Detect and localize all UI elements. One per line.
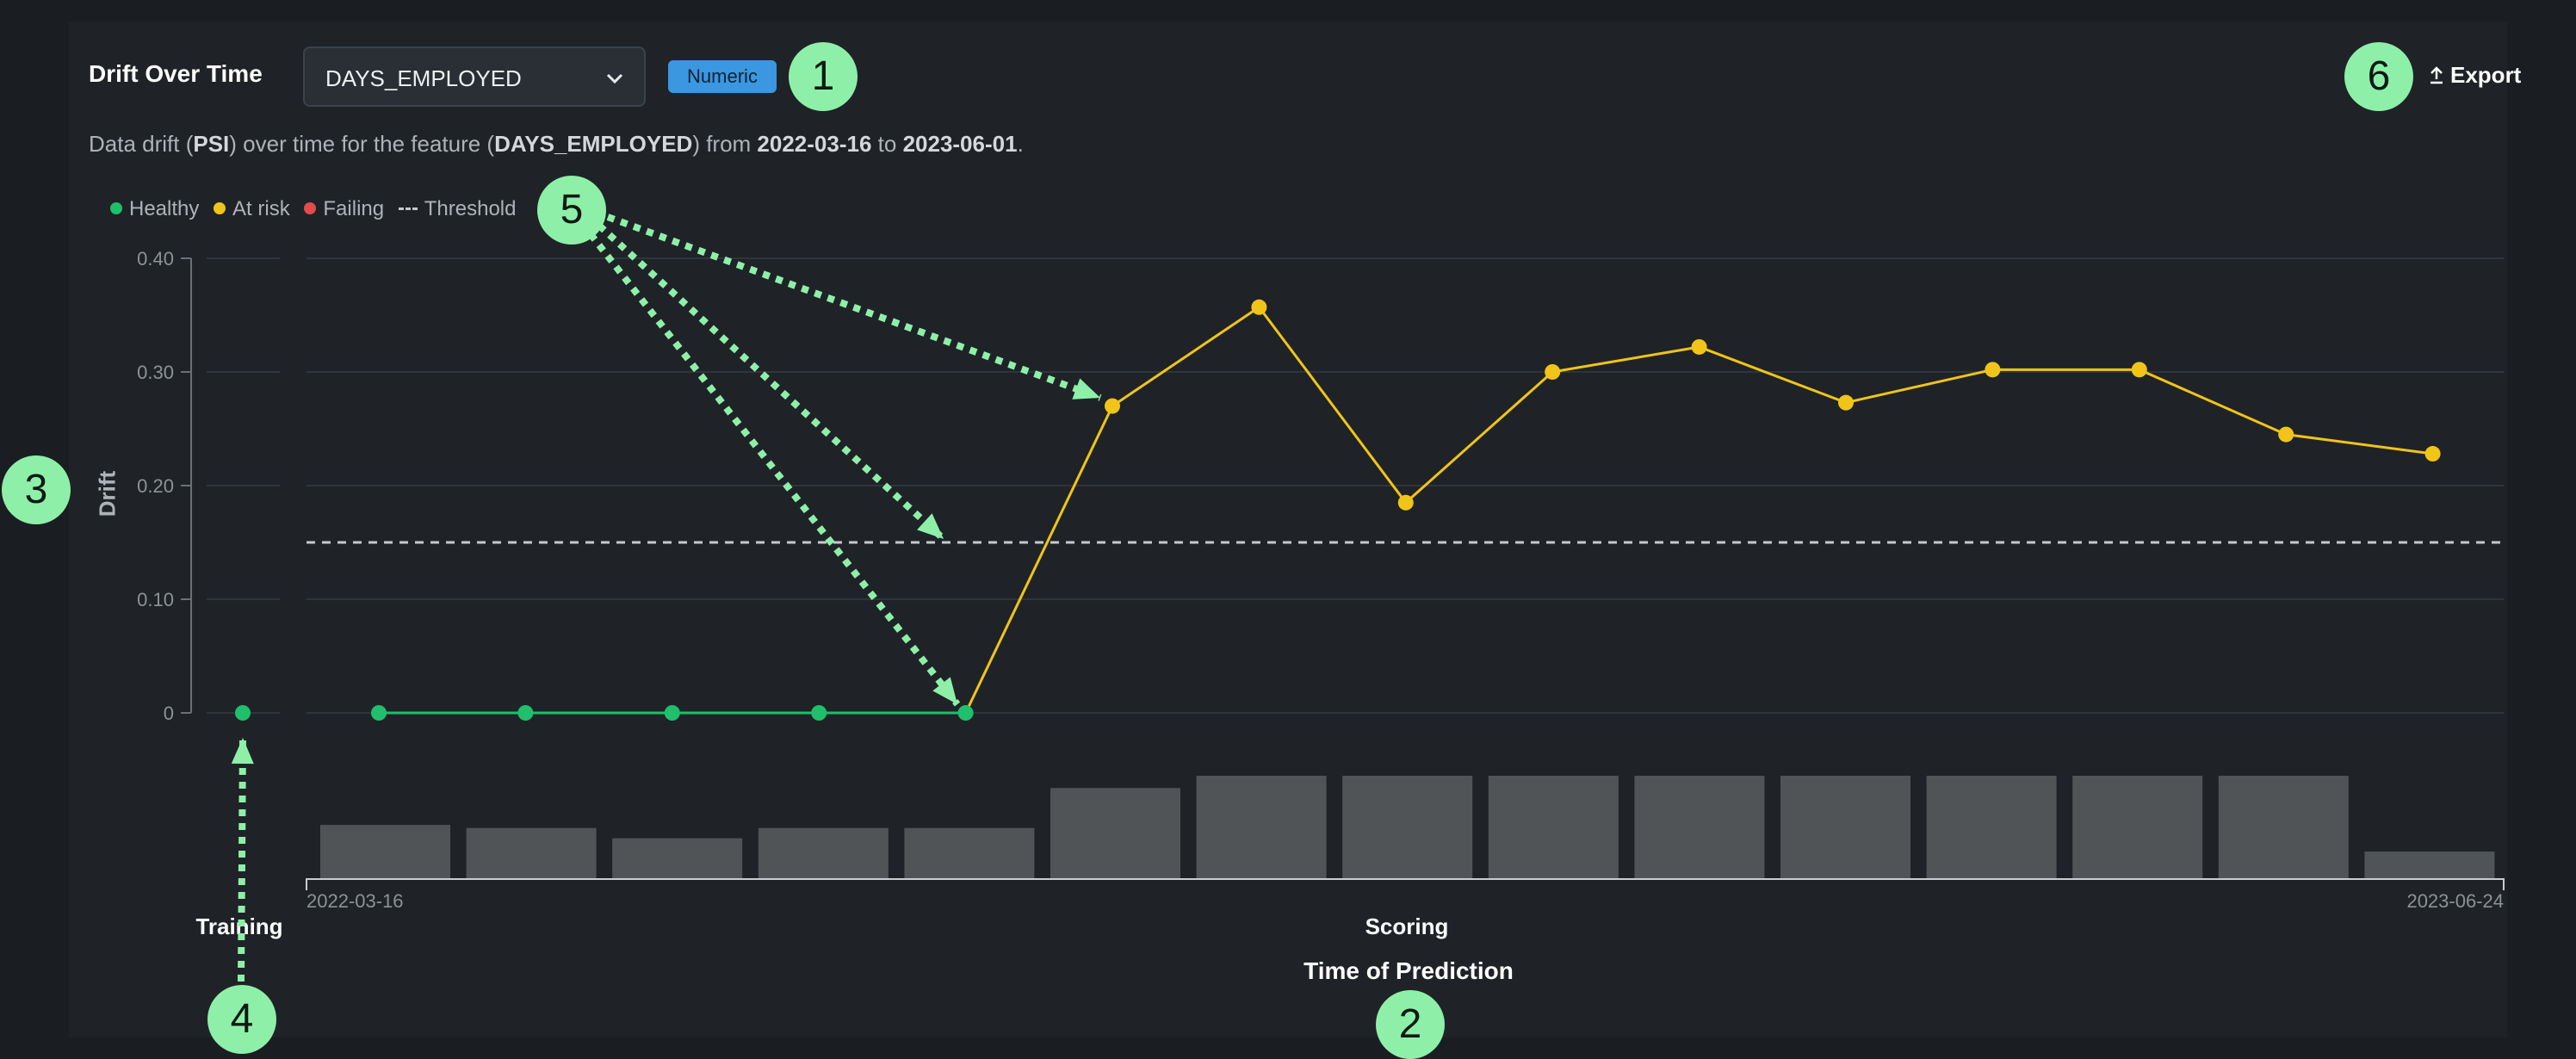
drift-point [2131, 362, 2147, 378]
export-button[interactable]: Export [2428, 62, 2521, 89]
legend-failing: Failing [304, 197, 384, 221]
volume-bar [466, 827, 597, 878]
upload-icon [2430, 66, 2443, 84]
drift-point [1105, 398, 1120, 414]
feature-select[interactable]: DAYS_EMPLOYED [303, 46, 646, 107]
drift-point [1838, 394, 1854, 411]
y-tick-label: 0 [164, 703, 174, 724]
drift-line-segment [1404, 370, 1554, 504]
drift-point [811, 705, 827, 721]
annotation-arrow [238, 737, 246, 982]
y-tick-label: 0.20 [137, 475, 174, 497]
x-end-label: 2023-06-24 [2406, 890, 2504, 912]
drift-point [371, 705, 387, 721]
volume-bar [2072, 776, 2203, 878]
annotation-arrow-head [1072, 378, 1100, 399]
annotation-arrow-head [231, 738, 254, 765]
drift-line-segment [1112, 306, 1260, 407]
training-point [235, 705, 251, 721]
drift-point [957, 705, 974, 721]
drift-line-segment [1551, 345, 1700, 374]
drift-point [1251, 299, 1267, 315]
callout-5: 5 [537, 176, 606, 245]
volume-bar [1780, 776, 1910, 878]
volume-bar [1488, 776, 1619, 878]
feature-type-badge: Numeric [668, 60, 777, 93]
y-tick-label: 0.10 [137, 589, 174, 610]
feature-select-value: DAYS_EMPLOYED [325, 65, 522, 91]
annotation-arrow-head [932, 677, 957, 704]
volume-bar [1926, 776, 2057, 878]
x-start-label: 2022-03-16 [307, 890, 404, 912]
annotation-arrow-head [917, 513, 944, 539]
volume-bar [320, 825, 450, 878]
x-axis-title: Time of Prediction [1303, 957, 1514, 984]
annotation-arrow [587, 232, 961, 707]
y-tick-label: 0.40 [137, 248, 174, 269]
callout-3: 3 [2, 455, 71, 524]
annotation-arrow [606, 214, 1102, 401]
drift-point [1397, 494, 1414, 511]
drift-line-segment [1258, 306, 1407, 504]
chart-description: Data drift (PSI) over time for the featu… [89, 131, 1024, 157]
callout-6: 6 [2344, 42, 2413, 111]
volume-bar [1196, 776, 1327, 878]
volume-bar [1050, 788, 1180, 878]
y-tick-label: 0.30 [137, 362, 174, 383]
drift-point [1545, 364, 1561, 380]
export-label: Export [2450, 62, 2522, 88]
legend-threshold-dash [398, 207, 418, 210]
chart-legend: Healthy At risk Failing Threshold [110, 197, 525, 221]
drift-point [1691, 338, 1707, 355]
legend-threshold: Threshold [398, 197, 517, 221]
legend-failing-dot [304, 202, 317, 214]
volume-bar [2364, 852, 2495, 878]
volume-bar [1634, 776, 1765, 878]
drift-point [517, 705, 534, 721]
drift-point [1985, 362, 2001, 378]
legend-healthy: Healthy [110, 197, 199, 221]
annotation-arrow [597, 223, 946, 542]
drift-line-segment [1845, 368, 1993, 405]
drift-point [2278, 426, 2294, 443]
drift-line-segment [2139, 368, 2287, 436]
drift-line-segment [1699, 345, 1847, 405]
scoring-label: Scoring [1365, 913, 1449, 939]
volume-bar [758, 827, 889, 878]
volume-bar [612, 838, 743, 878]
chart-title: Drift Over Time [89, 60, 263, 87]
legend-at-risk-dot [214, 202, 226, 214]
callout-1: 1 [789, 42, 858, 111]
legend-healthy-dot [110, 202, 122, 214]
drift-point [664, 705, 680, 721]
drift-line-segment [2286, 433, 2433, 455]
volume-bar [2218, 776, 2349, 878]
drift-line-segment [964, 405, 1114, 714]
chevron-down-icon [606, 73, 623, 84]
legend-at-risk: At risk [214, 197, 290, 221]
callout-2: 2 [1376, 990, 1445, 1059]
volume-bar [904, 827, 1035, 878]
drift-point [2424, 446, 2441, 462]
callout-4: 4 [207, 985, 276, 1054]
volume-bar [1342, 776, 1473, 878]
